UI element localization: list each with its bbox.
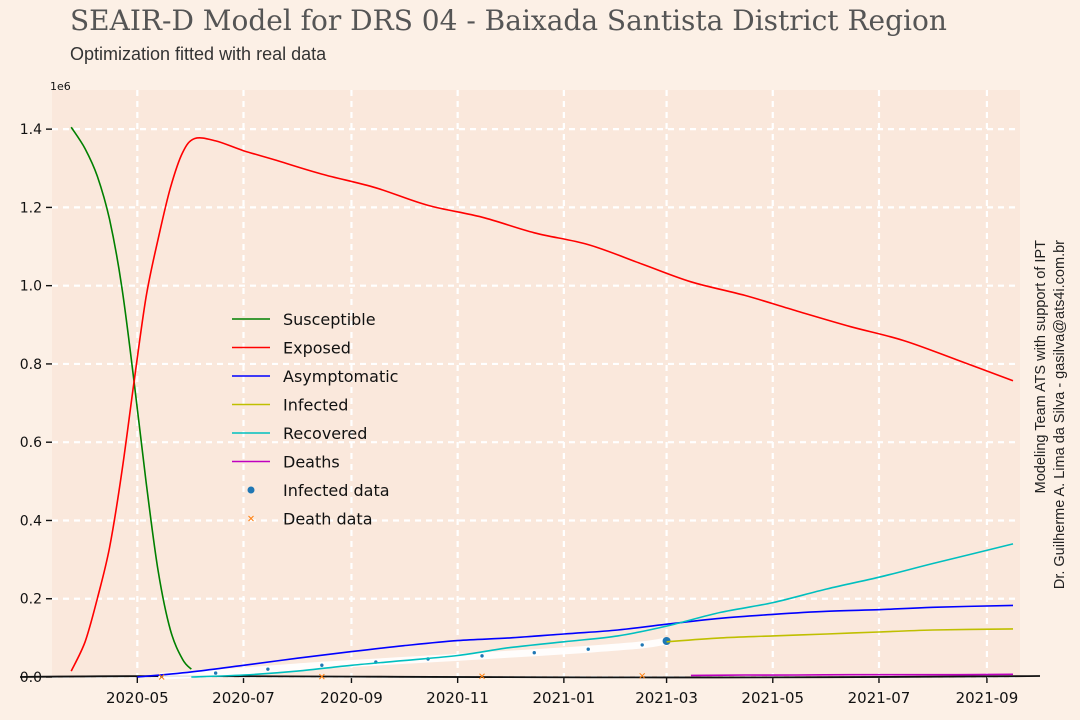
infected-data-point [265, 666, 271, 672]
series-line-deaths [690, 673, 1014, 677]
y-tick-label: 1.2 [20, 200, 42, 216]
infected-data-point [319, 662, 325, 668]
y-multiplier-label: 1e6 [50, 80, 71, 93]
credit-line-team: Modeling Team ATS with support of IPT [1033, 240, 1049, 494]
legend-label: Deaths [283, 453, 340, 472]
legend-label: Recovered [283, 424, 367, 443]
y-tick-label: 0.4 [20, 513, 42, 529]
y-tick-label: 0.2 [20, 592, 42, 608]
legend-label: Asymptomatic [283, 367, 398, 386]
legend-label: Infected data [283, 481, 390, 500]
death-data-point [479, 673, 485, 680]
legend-label: Infected [283, 396, 348, 415]
x-tick-label: 2021-07 [848, 689, 911, 707]
x-tick-label: 2021-01 [533, 689, 596, 707]
infected-data-point [585, 646, 591, 652]
x-tick-label: 2021-05 [741, 689, 804, 707]
chart-subtitle: Optimization fitted with real data [70, 44, 327, 64]
series-line-recovered [191, 543, 1014, 678]
legend-swatch-death-data [248, 515, 254, 522]
death-data-point [319, 673, 325, 680]
credit-line-author: Dr. Guilherme A. Lima da Silva - gasilva… [1052, 240, 1068, 590]
plot-area [52, 90, 1020, 677]
series-line-asymptomatic [137, 604, 1014, 678]
x-axis-line [19, 675, 1041, 679]
y-tick-label: 0.6 [20, 435, 42, 451]
x-tick-label: 2020-09 [320, 689, 383, 707]
legend-label: Susceptible [283, 310, 376, 329]
x-tick-label: 2020-07 [212, 689, 275, 707]
credits-block: Modeling Team ATS with support of IPT Dr… [1032, 240, 1072, 620]
chart-title: SEAIR-D Model for DRS 04 - Baixada Santi… [70, 4, 947, 37]
infected-data-point [639, 642, 645, 648]
legend-label: Exposed [283, 339, 351, 358]
y-tick-label: 0.8 [20, 357, 42, 373]
x-tick-label: 2020-11 [426, 689, 489, 707]
infected-data-point [662, 636, 671, 645]
y-tick-label: 1.0 [20, 279, 42, 295]
infected-data-point [212, 670, 219, 676]
infected-data-point [531, 650, 537, 656]
infected-data-point [479, 653, 485, 659]
y-tick-label: 1.4 [20, 122, 42, 138]
y-tick-label: 0.0 [20, 670, 42, 686]
x-tick-label: 2021-03 [635, 689, 698, 707]
series-line-exposed [70, 136, 1014, 672]
series-line-infected [666, 628, 1014, 643]
death-data-point [158, 674, 165, 680]
x-tick-label: 2021-09 [956, 689, 1019, 707]
legend-swatch-infected-data [247, 486, 255, 494]
x-tick-label: 2020-05 [106, 689, 169, 707]
legend-label: Death data [283, 510, 373, 529]
death-data-point [639, 672, 646, 679]
